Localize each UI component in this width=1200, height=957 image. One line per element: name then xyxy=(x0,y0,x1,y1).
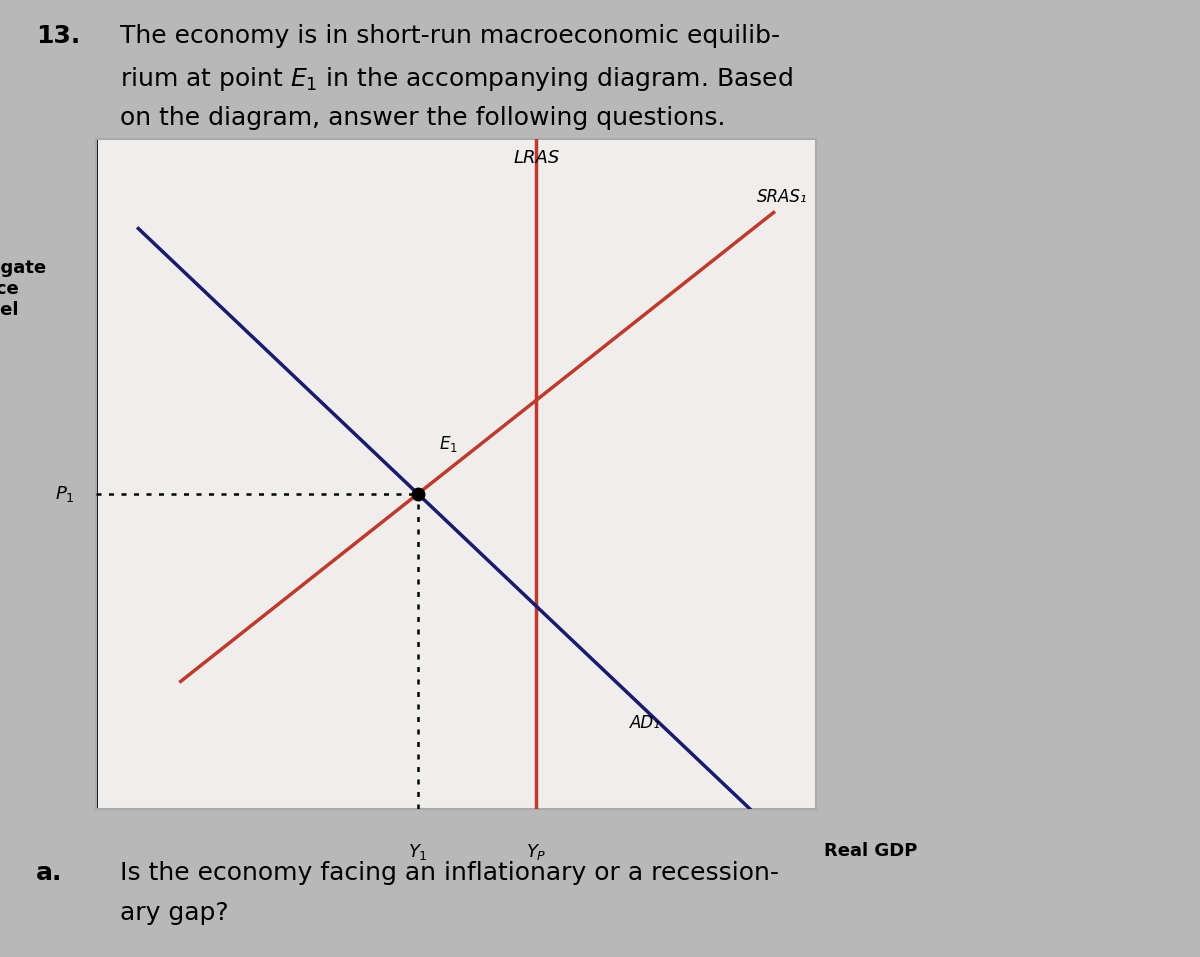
Text: a.: a. xyxy=(36,861,62,885)
Text: AD₁: AD₁ xyxy=(630,714,660,731)
Text: Aggregate
price
level: Aggregate price level xyxy=(0,259,48,319)
Text: $Y_P$: $Y_P$ xyxy=(526,842,547,862)
Text: $Y_1$: $Y_1$ xyxy=(408,842,428,862)
Text: $P_1$: $P_1$ xyxy=(55,484,74,503)
Text: on the diagram, answer the following questions.: on the diagram, answer the following que… xyxy=(120,106,726,130)
Text: Is the economy facing an inflationary or a recession-: Is the economy facing an inflationary or… xyxy=(120,861,779,885)
Text: $E_1$: $E_1$ xyxy=(439,434,458,454)
Text: The economy is in short-run macroeconomic equilib-: The economy is in short-run macroeconomi… xyxy=(120,24,780,48)
Text: SRAS₁: SRAS₁ xyxy=(757,188,808,206)
Text: Real GDP: Real GDP xyxy=(824,842,918,860)
Text: LRAS: LRAS xyxy=(514,148,559,167)
Text: ary gap?: ary gap? xyxy=(120,901,229,925)
Text: 13.: 13. xyxy=(36,24,80,48)
Text: rium at point $E_1$ in the accompanying diagram. Based: rium at point $E_1$ in the accompanying … xyxy=(120,65,793,93)
